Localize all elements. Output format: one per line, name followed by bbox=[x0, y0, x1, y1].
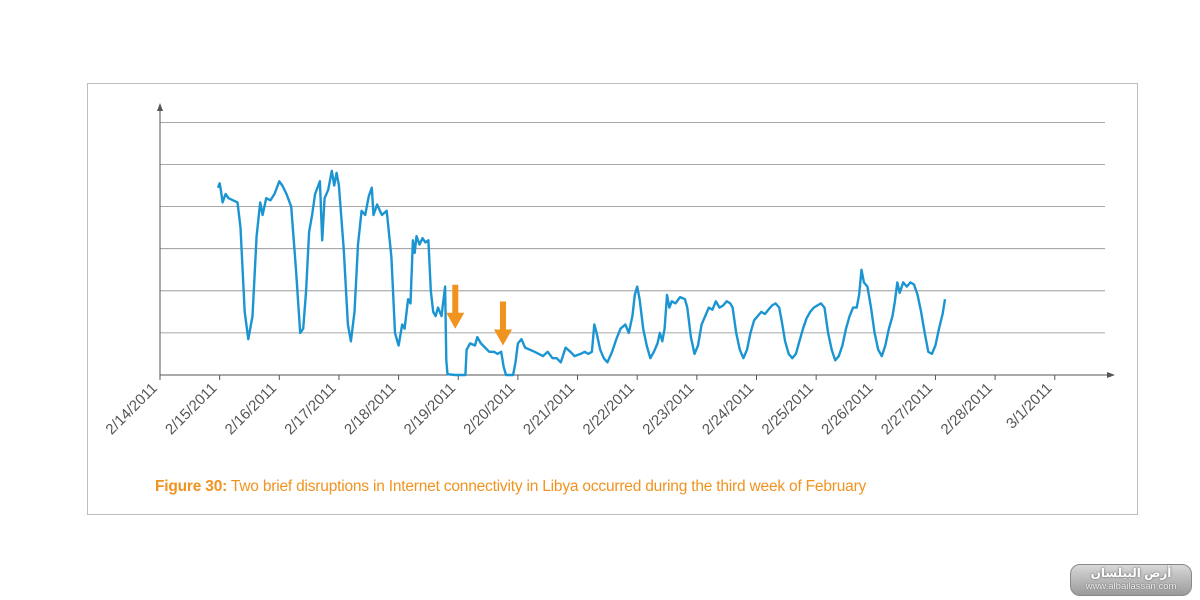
disruption-arrow-icon bbox=[493, 301, 512, 346]
x-tick-label: 2/27/2011 bbox=[878, 380, 936, 438]
axes bbox=[157, 103, 1115, 378]
x-tick-label: 2/21/2011 bbox=[520, 380, 578, 438]
x-tick-label: 2/16/2011 bbox=[222, 380, 280, 438]
watermark-title: أرض البيلسان bbox=[1090, 566, 1172, 580]
figure-caption-text: Two brief disruptions in Internet connec… bbox=[227, 478, 867, 495]
x-tick-labels: 2/14/2011 2/15/2011 2/16/2011 2/17/2011 2/18… bbox=[102, 375, 1056, 438]
series-lines bbox=[216, 169, 947, 377]
gridlines bbox=[160, 122, 1105, 334]
y-axis-arrowhead bbox=[157, 103, 163, 111]
x-tick-label: 3/1/2011 bbox=[1003, 380, 1056, 433]
disruption-arrow-icon bbox=[446, 284, 465, 329]
x-tick-label: 2/14/2011 bbox=[102, 380, 160, 438]
figure-frame bbox=[87, 83, 1138, 515]
x-tick-label: 2/19/2011 bbox=[401, 380, 459, 438]
figure-caption-label: Figure 30: bbox=[155, 478, 228, 495]
x-tick-label: 2/23/2011 bbox=[639, 380, 697, 438]
x-tick-label: 2/17/2011 bbox=[281, 380, 339, 438]
x-tick-label: 2/22/2011 bbox=[580, 380, 638, 438]
x-tick-label: 2/15/2011 bbox=[162, 380, 220, 438]
x-tick-label: 2/24/2011 bbox=[699, 380, 757, 438]
annotations bbox=[446, 284, 512, 346]
x-tick-label: 2/26/2011 bbox=[818, 380, 876, 438]
x-tick-label: 2/25/2011 bbox=[759, 380, 817, 438]
watermark-url: www.albailassan.com bbox=[1085, 581, 1177, 592]
x-tick-label: 2/20/2011 bbox=[460, 380, 518, 438]
figure-caption: Figure 30: Two brief disruptions in Inte… bbox=[155, 478, 866, 496]
watermark-logo: أرض البيلسان www.albailassan.com bbox=[1070, 564, 1192, 596]
x-axis-arrowhead bbox=[1107, 372, 1115, 378]
x-tick-label: 2/18/2011 bbox=[341, 380, 399, 438]
x-tick-label: 2/28/2011 bbox=[938, 380, 996, 438]
connectivity-series-line bbox=[216, 169, 947, 377]
